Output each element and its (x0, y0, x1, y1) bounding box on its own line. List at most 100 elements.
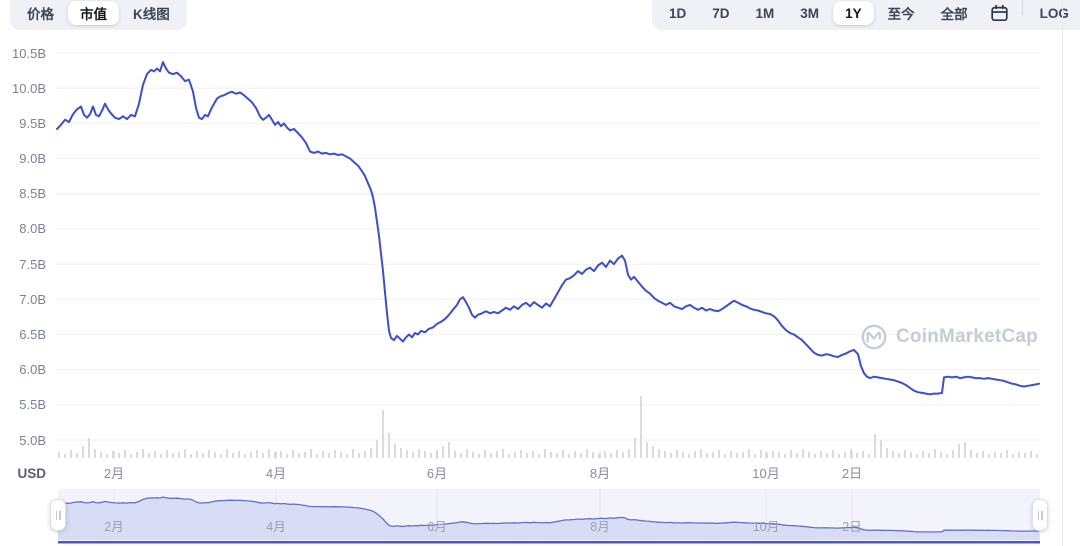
range-至今[interactable]: 至今 (887, 7, 915, 22)
range-7D[interactable]: 7D (712, 5, 730, 21)
y-tick-label: 6.0B (19, 362, 46, 378)
volume-bar (832, 450, 834, 458)
volume-bar (616, 450, 618, 458)
volume-bar (280, 451, 282, 458)
volume-bar (82, 446, 84, 458)
volume-bar (502, 449, 504, 458)
volume-bar (400, 448, 402, 458)
navigator-month-label: 2日 (842, 520, 862, 534)
y-tick-label: 7.5B (19, 256, 46, 272)
volume-bar (298, 453, 300, 458)
volume-bar (760, 450, 762, 458)
volume-bar (376, 440, 378, 458)
volume-bar (478, 454, 480, 458)
volume-bar (370, 448, 372, 458)
volume-bar (442, 446, 444, 458)
range-3M[interactable]: 3M (800, 5, 820, 21)
volume-bar (418, 449, 420, 458)
range-1M[interactable]: 1M (755, 5, 775, 21)
coinmarketcap-watermark: CoinMarketCap (860, 323, 1038, 351)
volume-bar (898, 453, 900, 458)
volume-bar (598, 454, 600, 458)
x-tick-label: 2月 (103, 466, 125, 481)
volume-bar (694, 451, 696, 458)
date-range-toolbar: 1D 7D 1M 3M 1Y 至今 全部 LOG (652, 0, 1080, 30)
volume-bar (466, 449, 468, 458)
y-tick-label: 9.5B (19, 115, 46, 131)
y-tick-label: 9.0B (19, 151, 46, 167)
volume-bar (424, 451, 426, 458)
range-1D[interactable]: 1D (669, 5, 687, 21)
volume-bar (118, 453, 120, 458)
volume-bar (880, 440, 882, 458)
volume-bar (754, 454, 756, 458)
range-1Y[interactable]: 1Y (833, 1, 874, 25)
volume-bar (856, 453, 858, 458)
volume-bar (682, 452, 684, 458)
navigator-bottom-bar (58, 541, 1040, 544)
volume-bar (934, 449, 936, 458)
volume-bar (988, 454, 990, 458)
tab-K线图[interactable]: K线图 (133, 7, 170, 22)
volume-bar (490, 453, 492, 458)
volume-bar (742, 452, 744, 458)
volume-bar (352, 449, 354, 458)
volume-bar (664, 451, 666, 458)
navigator-background[interactable] (58, 489, 1040, 541)
volume-bar (178, 452, 180, 458)
tab-市值[interactable]: 市值 (68, 1, 119, 25)
volume-bar (460, 453, 462, 458)
range-start-handle[interactable] (50, 499, 66, 531)
y-tick-label: 7.0B (19, 291, 46, 307)
volume-bar (808, 452, 810, 458)
volume-bar (472, 452, 474, 458)
volume-bar (412, 452, 414, 458)
tab-价格[interactable]: 价格 (27, 7, 54, 22)
volume-bar (586, 449, 588, 458)
range-全部[interactable]: 全部 (940, 7, 968, 22)
volume-bar (1036, 454, 1038, 458)
volume-bar (64, 454, 66, 458)
range-end-handle[interactable] (1032, 499, 1048, 531)
volume-bar (532, 451, 534, 458)
y-tick-label: 10.0B (12, 80, 46, 96)
volume-bar (496, 451, 498, 458)
volume-bar (922, 451, 924, 458)
volume-bar (268, 449, 270, 458)
navigator-month-label: 8月 (590, 520, 610, 534)
x-tick-label: 6月 (426, 466, 448, 481)
log-scale-toggle[interactable]: LOG (1039, 5, 1069, 21)
volume-bar (706, 453, 708, 458)
volume-bar (940, 452, 942, 458)
volume-bar (646, 442, 648, 458)
volume-bar (802, 449, 804, 458)
volume-bar (316, 454, 318, 458)
volume-bar (1024, 453, 1026, 458)
volume-bar (160, 454, 162, 458)
chart-type-tabs: 价格 市值 K线图 (10, 0, 187, 30)
volume-bar (718, 450, 720, 458)
volume-bar (310, 449, 312, 458)
volume-bar (340, 452, 342, 458)
volume-bar (514, 452, 516, 458)
volume-bar (148, 453, 150, 458)
volume-bar (904, 450, 906, 458)
volume-bar (250, 452, 252, 458)
volume-bar (202, 453, 204, 458)
volume-bar (88, 438, 90, 458)
volume-bar (112, 451, 114, 458)
volume-bar (220, 454, 222, 458)
volume-bar (946, 454, 948, 458)
volume-bar (814, 454, 816, 458)
navigator-line (56, 496, 1040, 533)
volume-bar (820, 451, 822, 458)
volume-bar (874, 434, 876, 458)
volume-bar (928, 453, 930, 458)
calendar-icon[interactable] (982, 1, 1017, 25)
volume-bar (886, 448, 888, 458)
volume-bar (592, 452, 594, 458)
volume-bar (688, 454, 690, 458)
volume-bar (520, 450, 522, 458)
